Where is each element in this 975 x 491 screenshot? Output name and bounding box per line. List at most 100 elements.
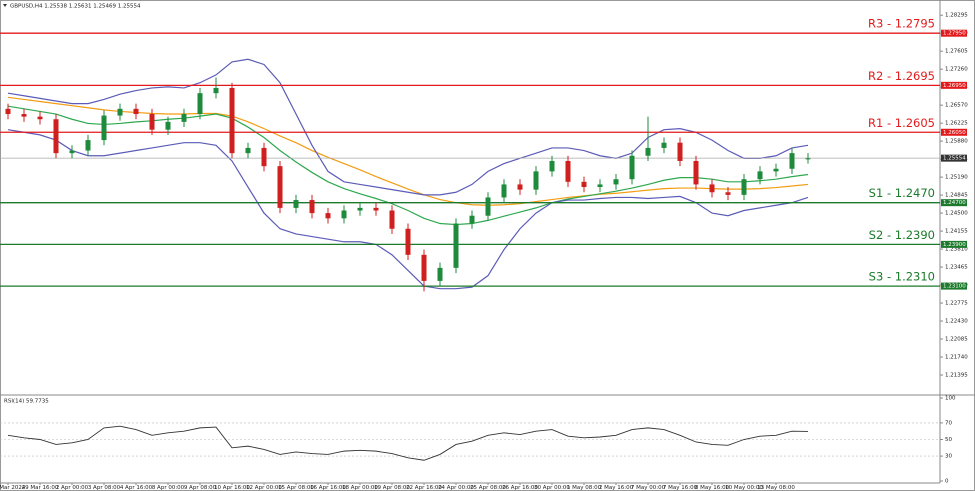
candle-body <box>53 119 59 154</box>
x-tick-label: 10 Apr 16:00 <box>214 485 250 491</box>
y-tick-label: 1.22085 <box>945 337 968 343</box>
candle-body <box>165 121 171 130</box>
candle-body <box>533 171 539 190</box>
chart-title: GBPUSD,H4 1.25538 1.25631 1.25469 1.2555… <box>10 4 141 10</box>
x-tick-label: 28 Mar 2024 <box>0 485 26 491</box>
x-tick-label: 26 Apr 16:00 <box>502 485 538 491</box>
indicator-line <box>7 58 809 196</box>
rsi-line <box>7 425 809 461</box>
indicator-line <box>7 96 809 206</box>
x-tick-label: 8 Apr 00:00 <box>152 485 185 491</box>
level-label: R1 - 1.2605 <box>868 116 935 130</box>
level-price-box <box>941 199 967 207</box>
level-label: S1 - 1.2470 <box>869 186 935 200</box>
level-price: 1.26950 <box>943 83 966 89</box>
candle-body <box>453 223 459 268</box>
indicator-line <box>7 105 809 226</box>
x-tick-label: 15 Apr 08:00 <box>278 485 314 491</box>
candle-body <box>69 150 75 154</box>
candle-body <box>485 197 491 216</box>
y-tick-label: 1.27605 <box>945 49 968 55</box>
candle-body <box>85 140 91 151</box>
y-tick-label: 1.25880 <box>945 139 968 145</box>
indicator-line <box>7 129 809 290</box>
candle-body <box>37 116 43 120</box>
level-price-box <box>941 240 967 248</box>
candle-body <box>341 210 347 219</box>
level-label: S3 - 1.2310 <box>869 270 935 284</box>
candle-body <box>661 142 667 148</box>
last-price-label: 1.25554 <box>943 156 966 162</box>
x-tick-label: 9 Apr 08:00 <box>184 485 217 491</box>
candle-body <box>469 215 475 224</box>
x-tick-label: 4 Apr 16:00 <box>120 485 153 491</box>
y-tick-label: 30 <box>945 454 952 460</box>
x-tick-label: 18 Apr 00:00 <box>342 485 378 491</box>
candle-body <box>197 93 203 115</box>
y-tick-label: 1.22430 <box>945 319 968 325</box>
x-tick-label: 8 May 16:00 <box>695 485 730 491</box>
candle-body <box>357 207 363 211</box>
candle-body <box>213 87 219 94</box>
x-tick-label: 16 Apr 16:00 <box>310 485 346 491</box>
x-tick-label: 13 May 08:00 <box>757 485 795 491</box>
candle-body <box>21 114 27 117</box>
candle-body <box>133 108 139 115</box>
candle-body <box>245 147 251 154</box>
rsi-title: RSI(14) 59.7735 <box>4 399 49 405</box>
y-tick-label: 100 <box>945 396 956 402</box>
candle-body <box>581 181 587 188</box>
candle-body <box>309 200 315 214</box>
candle-body <box>261 147 267 167</box>
level-label: R3 - 1.2795 <box>868 17 935 31</box>
candle-body <box>293 200 299 208</box>
y-tick-label: 1.25190 <box>945 175 968 181</box>
candle-body <box>277 166 283 208</box>
candle-body <box>565 160 571 182</box>
x-tick-label: 10 May 00:00 <box>725 485 763 491</box>
candle-body <box>677 142 683 161</box>
level-price: 1.23900 <box>943 242 966 248</box>
x-tick-label: 7 May 16:00 <box>663 485 698 491</box>
candle-body <box>101 115 107 141</box>
candle-body <box>373 207 379 211</box>
candle-body <box>789 153 795 169</box>
level-price-box <box>941 29 967 37</box>
candle-body <box>181 114 187 122</box>
x-tick-label: 30 Apr 00:00 <box>534 485 570 491</box>
x-tick-label: 2 May 16:00 <box>599 485 634 491</box>
level-price: 1.23100 <box>943 284 966 290</box>
x-tick-label: 7 May 00:00 <box>631 485 666 491</box>
candle-body <box>613 179 619 185</box>
x-tick-label: 24 Apr 00:00 <box>438 485 474 491</box>
candle-body <box>437 267 443 281</box>
y-tick-label: 1.23810 <box>945 247 968 253</box>
x-tick-label: 1 May 08:00 <box>567 485 602 491</box>
level-price: 1.26050 <box>943 130 966 136</box>
candle-body <box>117 108 123 116</box>
candle-body <box>709 184 715 193</box>
last-price-box <box>941 154 967 162</box>
candle-body <box>741 179 747 195</box>
x-tick-label: 19 Apr 08:00 <box>374 485 410 491</box>
y-tick-label: 1.26225 <box>945 121 968 127</box>
candle-body <box>597 184 603 188</box>
x-tick-label: 3 Apr 08:00 <box>88 485 121 491</box>
candle-body <box>693 160 699 185</box>
y-tick-label: 1.22775 <box>945 301 968 307</box>
candle-body <box>757 171 763 180</box>
x-tick-label: 2 Apr 00:00 <box>56 485 89 491</box>
candle-body <box>325 213 331 219</box>
candle-body <box>421 254 427 281</box>
candle-body <box>229 87 235 154</box>
level-label: S2 - 1.2390 <box>869 228 935 242</box>
menu-icon <box>3 4 7 7</box>
y-tick-label: 1.26570 <box>945 103 968 109</box>
x-tick-label: 29 Mar 16:00 <box>22 485 59 491</box>
candle-body <box>725 192 731 195</box>
x-tick-label: 12 Apr 00:00 <box>246 485 282 491</box>
y-tick-label: 1.28295 <box>945 13 968 19</box>
candle-body <box>5 108 11 115</box>
x-tick-label: 22 Apr 16:00 <box>406 485 442 491</box>
